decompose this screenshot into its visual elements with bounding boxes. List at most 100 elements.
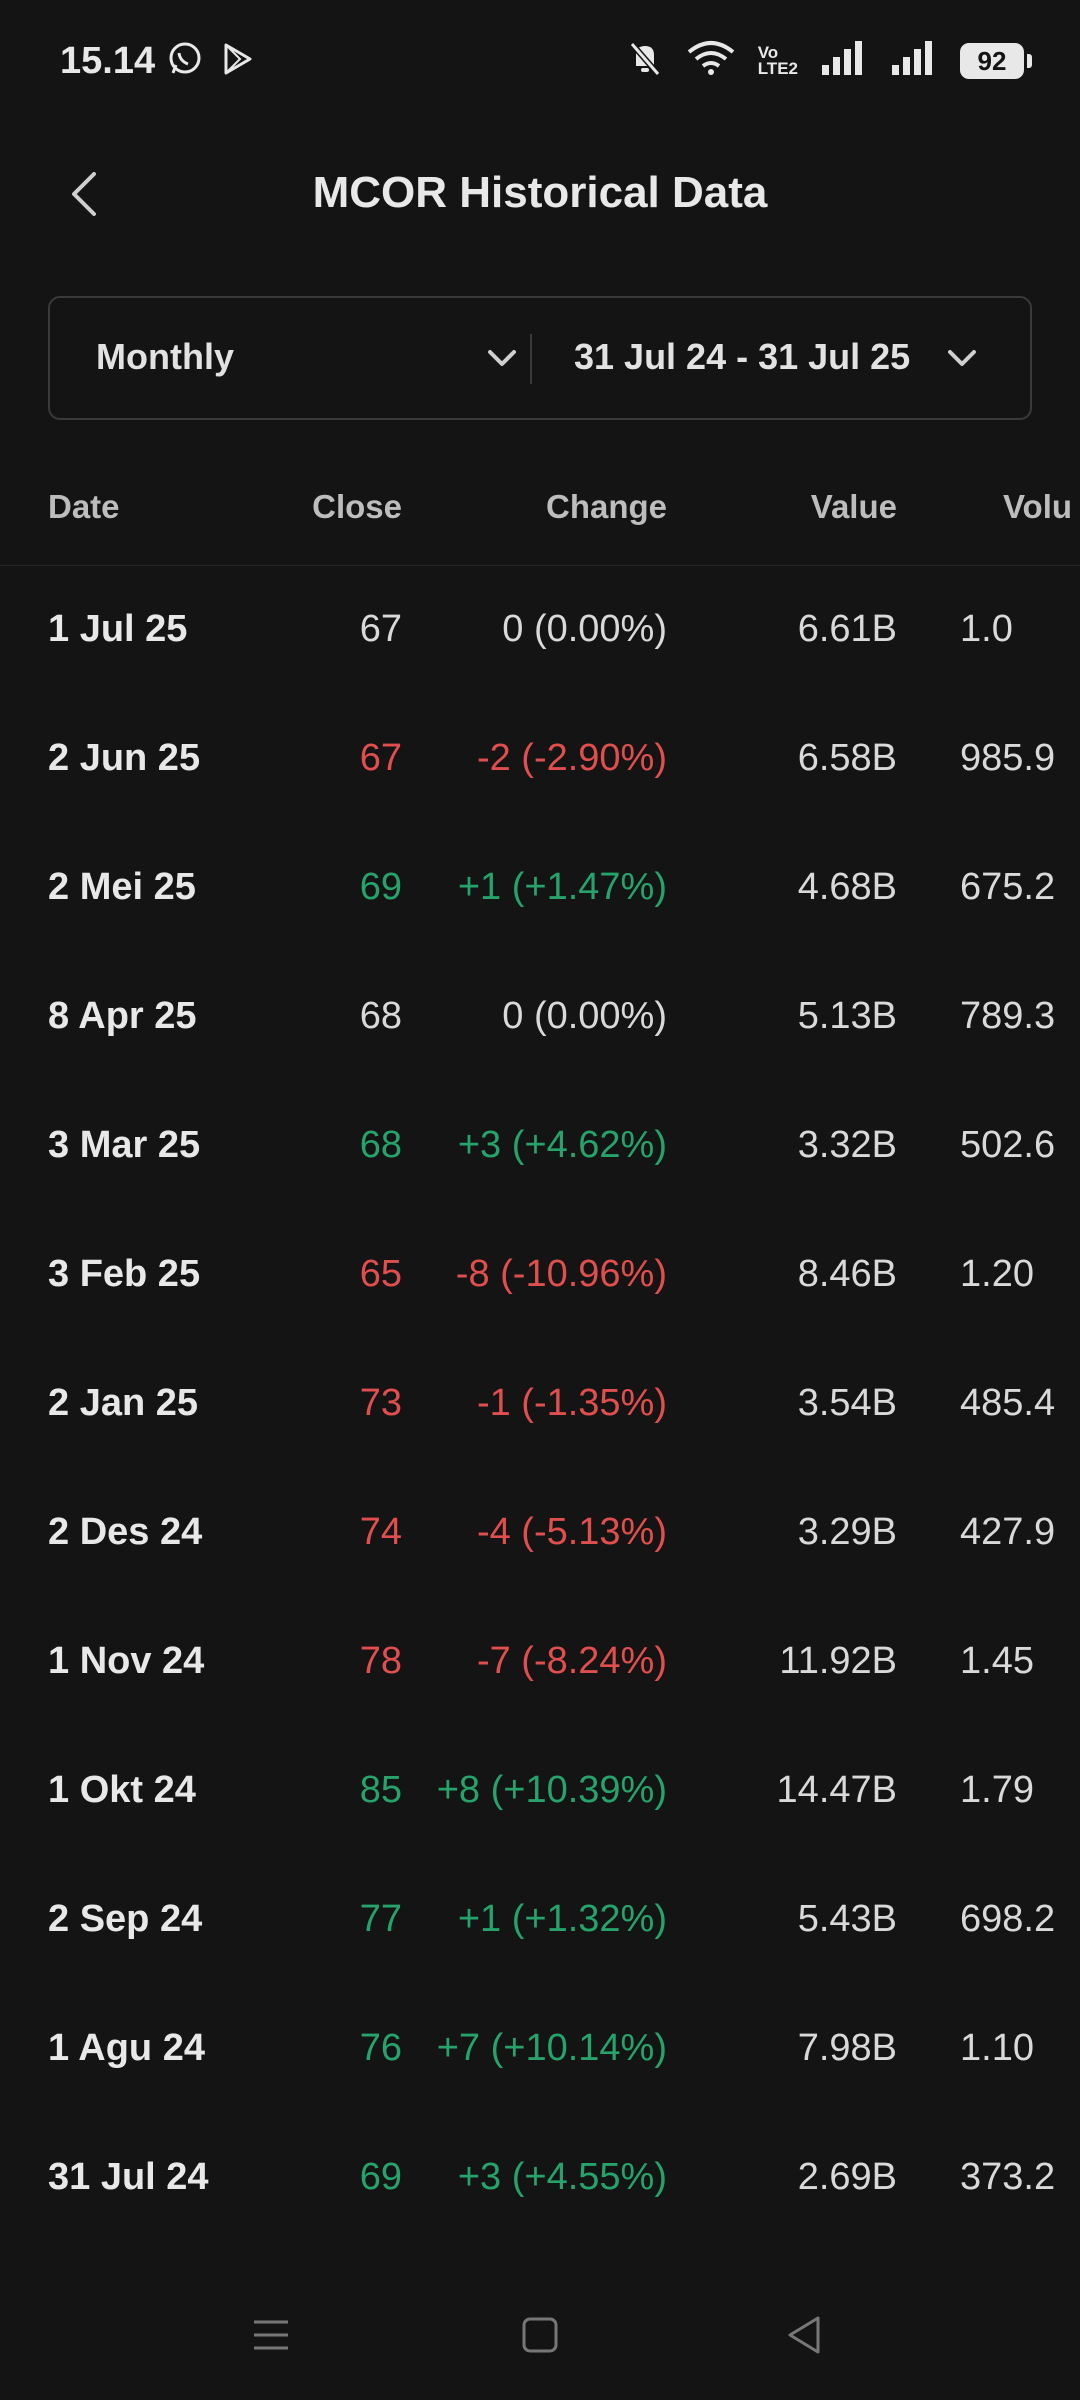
cell-date: 2 Mei 25 bbox=[48, 866, 196, 908]
column-header-close[interactable]: Close bbox=[312, 488, 402, 525]
cell-change: -8 (-10.96%) bbox=[455, 1253, 667, 1295]
play-store-icon bbox=[218, 40, 256, 83]
cell-date: 2 Des 24 bbox=[48, 1511, 203, 1553]
cell-change: +8 (+10.39%) bbox=[436, 1769, 667, 1811]
chevron-left-icon bbox=[72, 172, 96, 216]
cell-value: 8.46B bbox=[797, 1253, 897, 1295]
cell-volume: 485.4 bbox=[960, 1382, 1056, 1424]
menu-icon bbox=[254, 2320, 288, 2350]
column-header-volume[interactable]: Volu bbox=[1003, 488, 1073, 525]
cell-date: 31 Jul 24 bbox=[48, 2156, 209, 2198]
system-nav-bar bbox=[0, 2290, 1080, 2380]
whatsapp-icon bbox=[166, 40, 204, 83]
table-row[interactable]: 3 Mar 25 68 +3 (+4.62%) 3.32B 502.6 bbox=[0, 1082, 1080, 1211]
cell-change: -7 (-8.24%) bbox=[476, 1640, 667, 1682]
cell-change: -4 (-5.13%) bbox=[476, 1511, 667, 1553]
wifi-icon bbox=[686, 38, 736, 83]
period-label: Monthly bbox=[96, 336, 234, 377]
table-row[interactable]: 1 Okt 24 85 +8 (+10.39%) 14.47B 1.79 bbox=[0, 1727, 1080, 1856]
chevron-down-icon bbox=[488, 350, 516, 366]
cell-volume: 1.0 bbox=[960, 608, 1013, 650]
signal-icon bbox=[890, 39, 938, 82]
status-time: 15.14 bbox=[60, 40, 156, 82]
cell-close: 74 bbox=[359, 1511, 402, 1553]
cell-volume: 698.2 bbox=[960, 1898, 1056, 1940]
table-row[interactable]: 31 Jul 24 69 +3 (+4.55%) 2.69B 373.2 bbox=[0, 2114, 1080, 2243]
triangle-back-icon bbox=[788, 2316, 820, 2354]
cell-value: 3.29B bbox=[797, 1511, 897, 1553]
cell-volume: 1.45 bbox=[960, 1640, 1034, 1682]
back-button[interactable] bbox=[52, 162, 116, 226]
table-row[interactable]: 8 Apr 25 68 0 (0.00%) 5.13B 789.3 bbox=[0, 953, 1080, 1082]
header: MCOR Historical Data bbox=[0, 150, 1080, 240]
cell-value: 4.68B bbox=[797, 866, 897, 908]
square-icon bbox=[522, 2317, 558, 2353]
column-header-date[interactable]: Date bbox=[48, 488, 120, 525]
cell-change: 0 (0.00%) bbox=[502, 608, 667, 650]
column-header-value[interactable]: Value bbox=[810, 488, 897, 525]
cell-close: 78 bbox=[359, 1640, 402, 1682]
cell-change: +1 (+1.32%) bbox=[457, 1898, 667, 1940]
cell-close: 69 bbox=[359, 866, 402, 908]
cell-date: 1 Agu 24 bbox=[48, 2027, 205, 2069]
date-range-dropdown[interactable]: 31 Jul 24 - 31 Jul 25 bbox=[532, 298, 1032, 418]
cell-value: 5.43B bbox=[797, 1898, 897, 1940]
table-row[interactable]: 2 Jun 25 67 -2 (-2.90%) 6.58B 985.9 bbox=[0, 695, 1080, 824]
cell-close: 67 bbox=[359, 608, 402, 650]
cell-volume: 675.2 bbox=[960, 866, 1056, 908]
mute-bell-icon bbox=[626, 38, 664, 83]
cell-close: 68 bbox=[359, 1124, 402, 1166]
cell-close: 65 bbox=[359, 1253, 402, 1295]
cell-volume: 1.79 bbox=[960, 1769, 1034, 1811]
cell-volume: 1.20 bbox=[960, 1253, 1034, 1295]
table-row[interactable]: 2 Jan 25 73 -1 (-1.35%) 3.54B 485.4 bbox=[0, 1340, 1080, 1469]
volte-indicator: Vo LTE2 bbox=[757, 42, 798, 78]
cell-volume: 1.10 bbox=[960, 2027, 1034, 2069]
filter-bar: Monthly 31 Jul 24 - 31 Jul 25 bbox=[48, 296, 1032, 420]
cell-close: 77 bbox=[359, 1898, 402, 1940]
cell-value: 5.13B bbox=[797, 995, 897, 1037]
column-header-change[interactable]: Change bbox=[545, 488, 667, 525]
cell-date: 1 Jul 25 bbox=[48, 608, 188, 650]
table-row[interactable]: 2 Mei 25 69 +1 (+1.47%) 4.68B 675.2 bbox=[0, 824, 1080, 953]
cell-value: 6.61B bbox=[797, 608, 897, 650]
cell-close: 76 bbox=[359, 2027, 402, 2069]
cell-date: 1 Nov 24 bbox=[48, 1640, 205, 1682]
table-row[interactable]: 1 Nov 24 78 -7 (-8.24%) 11.92B 1.45 bbox=[0, 1598, 1080, 1727]
cell-change: +3 (+4.62%) bbox=[457, 1124, 667, 1166]
cell-close: 67 bbox=[359, 737, 402, 779]
system-icons: Vo LTE2 92 bbox=[626, 38, 1032, 83]
table-row[interactable]: 3 Feb 25 65 -8 (-10.96%) 8.46B 1.20 bbox=[0, 1211, 1080, 1340]
cell-volume: 985.9 bbox=[960, 737, 1056, 779]
cell-close: 69 bbox=[359, 2156, 402, 2198]
cell-value: 6.58B bbox=[797, 737, 897, 779]
table-row[interactable]: 2 Des 24 74 -4 (-5.13%) 3.29B 427.9 bbox=[0, 1469, 1080, 1598]
period-dropdown[interactable]: Monthly bbox=[50, 298, 530, 418]
status-bar: 15.14 Vo LTE2 bbox=[0, 0, 1080, 126]
cell-change: +7 (+10.14%) bbox=[436, 2027, 667, 2069]
cell-date: 8 Apr 25 bbox=[48, 995, 197, 1037]
cell-change: +1 (+1.47%) bbox=[457, 866, 667, 908]
home-button[interactable] bbox=[515, 2310, 565, 2360]
table-row[interactable]: 1 Agu 24 76 +7 (+10.14%) 7.98B 1.10 bbox=[0, 1985, 1080, 2114]
cell-volume: 789.3 bbox=[960, 995, 1056, 1037]
cell-value: 3.32B bbox=[797, 1124, 897, 1166]
cell-date: 2 Jan 25 bbox=[48, 1382, 198, 1424]
battery-icon: 92 bbox=[960, 42, 1032, 79]
cell-volume: 502.6 bbox=[960, 1124, 1056, 1166]
table-row[interactable]: 1 Jul 25 67 0 (0.00%) 6.61B 1.0 bbox=[0, 566, 1080, 695]
cell-volume: 427.9 bbox=[960, 1511, 1056, 1553]
table-body: 1 Jul 25 67 0 (0.00%) 6.61B 1.0 2 Jun 25 67 -2 … bbox=[0, 566, 1080, 2243]
cell-change: -2 (-2.90%) bbox=[476, 737, 667, 779]
chevron-down-icon bbox=[948, 350, 976, 366]
cell-value: 3.54B bbox=[797, 1382, 897, 1424]
table-row[interactable]: 2 Sep 24 77 +1 (+1.32%) 5.43B 698.2 bbox=[0, 1856, 1080, 1985]
cell-close: 85 bbox=[359, 1769, 402, 1811]
cell-change: +3 (+4.55%) bbox=[457, 2156, 667, 2198]
recent-apps-button[interactable] bbox=[246, 2310, 296, 2360]
cell-volume: 373.2 bbox=[960, 2156, 1056, 2198]
back-nav-button[interactable] bbox=[780, 2310, 830, 2360]
page-title: MCOR Historical Data bbox=[312, 168, 768, 217]
signal-icon bbox=[820, 39, 868, 82]
